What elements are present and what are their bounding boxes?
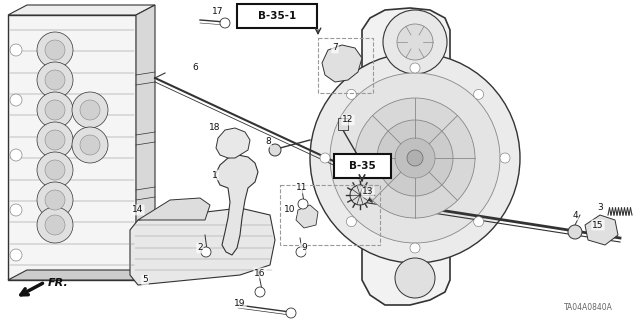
Circle shape — [395, 138, 435, 178]
Circle shape — [500, 153, 510, 163]
Text: 19: 19 — [234, 299, 246, 308]
Bar — [318, 38, 373, 93]
Text: 9: 9 — [301, 243, 307, 253]
Text: 11: 11 — [296, 183, 308, 192]
Circle shape — [201, 247, 211, 257]
Circle shape — [407, 150, 423, 166]
Circle shape — [10, 44, 22, 56]
Circle shape — [45, 100, 65, 120]
Circle shape — [37, 62, 73, 98]
Text: 5: 5 — [142, 276, 148, 285]
Polygon shape — [8, 5, 155, 15]
Circle shape — [298, 199, 308, 209]
Circle shape — [10, 149, 22, 161]
Text: 2: 2 — [197, 243, 203, 253]
Polygon shape — [362, 8, 450, 305]
Text: 12: 12 — [342, 115, 354, 124]
Circle shape — [330, 73, 500, 243]
Circle shape — [72, 127, 108, 163]
Polygon shape — [338, 118, 348, 130]
Circle shape — [296, 247, 306, 257]
Circle shape — [568, 225, 582, 239]
Text: 7: 7 — [332, 43, 338, 53]
Polygon shape — [138, 198, 210, 220]
FancyBboxPatch shape — [237, 4, 317, 28]
Text: TA04A0840A: TA04A0840A — [564, 303, 612, 313]
Circle shape — [45, 215, 65, 235]
Circle shape — [80, 100, 100, 120]
Bar — [280, 185, 380, 245]
Polygon shape — [8, 270, 155, 280]
Circle shape — [10, 204, 22, 216]
Circle shape — [72, 92, 108, 128]
Circle shape — [45, 190, 65, 210]
Polygon shape — [130, 208, 275, 285]
Polygon shape — [322, 45, 362, 82]
Circle shape — [355, 98, 475, 218]
Text: 8: 8 — [265, 137, 271, 146]
Text: FR.: FR. — [48, 278, 68, 288]
Circle shape — [45, 160, 65, 180]
Circle shape — [37, 207, 73, 243]
FancyBboxPatch shape — [334, 154, 391, 178]
Circle shape — [45, 40, 65, 60]
Text: 15: 15 — [592, 220, 604, 229]
Circle shape — [474, 89, 484, 99]
Circle shape — [377, 120, 453, 196]
Circle shape — [286, 308, 296, 318]
Circle shape — [410, 63, 420, 73]
Circle shape — [37, 122, 73, 158]
Circle shape — [37, 182, 73, 218]
Text: 13: 13 — [362, 188, 374, 197]
Circle shape — [37, 152, 73, 188]
Circle shape — [320, 153, 330, 163]
Text: 1: 1 — [212, 170, 218, 180]
Polygon shape — [296, 205, 318, 228]
Circle shape — [10, 94, 22, 106]
Text: B-35: B-35 — [349, 161, 376, 171]
Circle shape — [37, 32, 73, 68]
Circle shape — [37, 92, 73, 128]
Text: 4: 4 — [572, 211, 578, 219]
Circle shape — [410, 243, 420, 253]
Bar — [8, 15, 136, 280]
Text: 16: 16 — [254, 269, 266, 278]
Circle shape — [397, 24, 433, 60]
Circle shape — [80, 135, 100, 155]
Circle shape — [220, 18, 230, 28]
Circle shape — [310, 53, 520, 263]
Polygon shape — [216, 128, 250, 158]
Circle shape — [45, 70, 65, 90]
Text: B-35-1: B-35-1 — [258, 11, 296, 21]
Text: 18: 18 — [209, 123, 221, 132]
Text: 6: 6 — [192, 63, 198, 72]
Circle shape — [474, 217, 484, 226]
Circle shape — [346, 89, 356, 99]
Text: 3: 3 — [597, 204, 603, 212]
Circle shape — [269, 144, 281, 156]
Polygon shape — [585, 215, 618, 245]
Circle shape — [10, 249, 22, 261]
Circle shape — [350, 185, 370, 205]
Text: 10: 10 — [284, 205, 296, 214]
Polygon shape — [136, 5, 155, 280]
Polygon shape — [215, 155, 258, 255]
Text: 17: 17 — [212, 8, 224, 17]
Circle shape — [395, 258, 435, 298]
Circle shape — [346, 217, 356, 226]
Circle shape — [383, 10, 447, 74]
Circle shape — [255, 287, 265, 297]
Circle shape — [45, 130, 65, 150]
Text: 14: 14 — [132, 205, 144, 214]
